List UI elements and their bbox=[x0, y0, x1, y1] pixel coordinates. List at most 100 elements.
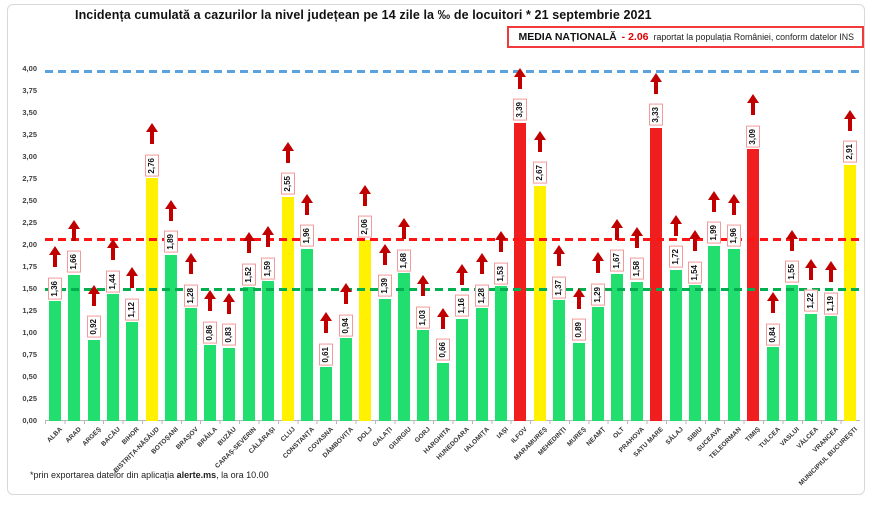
trend-up-arrow-icon bbox=[320, 312, 333, 334]
bar-boto-ani bbox=[165, 254, 178, 421]
bar-value-label: 1,55 bbox=[785, 261, 800, 283]
arrow-head bbox=[436, 307, 449, 317]
arrow-head bbox=[533, 131, 546, 141]
bar-value-label: 1,12 bbox=[125, 298, 140, 321]
bar-satu-mare bbox=[650, 127, 663, 421]
bar-vaslui bbox=[786, 284, 799, 421]
arrow-head bbox=[165, 199, 178, 209]
trend-up-arrow-icon bbox=[689, 230, 702, 252]
arrow-head bbox=[805, 258, 818, 268]
bar-neam- bbox=[592, 307, 605, 421]
bar-mure- bbox=[572, 342, 585, 421]
bar-value-label: 0,84 bbox=[765, 323, 780, 346]
x-axis-ticks bbox=[45, 421, 860, 424]
trend-up-arrow-icon bbox=[126, 267, 139, 289]
trend-up-arrow-icon bbox=[786, 229, 799, 251]
arrow-stem bbox=[227, 301, 232, 314]
trend-up-arrow-icon bbox=[456, 263, 469, 285]
bar-s-laj bbox=[669, 269, 682, 421]
trend-up-arrow-icon bbox=[339, 283, 352, 305]
arrow-head bbox=[378, 243, 391, 253]
bar-olt bbox=[611, 274, 624, 421]
bar-value-label: 0,92 bbox=[86, 316, 101, 339]
bar-value-label: 1,28 bbox=[474, 284, 489, 307]
arrow-stem bbox=[537, 140, 542, 153]
bar-value-label: 2,67 bbox=[532, 162, 547, 185]
arrow-head bbox=[689, 230, 702, 240]
trend-up-arrow-icon bbox=[824, 261, 837, 283]
arrow-head bbox=[300, 193, 313, 203]
y-tick-label: 0,25 bbox=[22, 394, 37, 403]
arrow-head bbox=[397, 218, 410, 228]
bar-value-label: 1,59 bbox=[261, 257, 276, 280]
bar-giurgiu bbox=[397, 273, 410, 421]
arrow-stem bbox=[421, 284, 426, 297]
arrow-head bbox=[184, 253, 197, 263]
arrow-stem bbox=[401, 227, 406, 240]
bar-bac-u bbox=[106, 294, 119, 421]
arrow-stem bbox=[304, 202, 309, 215]
national-average-line bbox=[45, 238, 860, 242]
bar-value-label: 2,06 bbox=[358, 216, 373, 238]
bar-value-label: 1,36 bbox=[47, 277, 62, 300]
arrow-head bbox=[592, 252, 605, 262]
arrow-stem bbox=[654, 81, 659, 94]
arrow-head bbox=[572, 287, 585, 297]
bar-c-l-ra-i bbox=[262, 281, 275, 421]
trend-up-arrow-icon bbox=[48, 246, 61, 268]
trend-up-arrow-icon bbox=[417, 275, 430, 297]
bar-bra-ov bbox=[184, 308, 197, 421]
arrow-stem bbox=[52, 255, 57, 268]
trend-up-arrow-icon bbox=[572, 287, 585, 309]
trend-up-arrow-icon bbox=[68, 219, 81, 241]
y-tick-label: 2,75 bbox=[22, 174, 37, 183]
arrow-head bbox=[320, 312, 333, 322]
bar-br-ila bbox=[203, 345, 216, 421]
arrow-stem bbox=[169, 208, 174, 221]
arrow-head bbox=[708, 190, 721, 200]
arrow-stem bbox=[324, 321, 329, 334]
bar-cluj bbox=[281, 196, 294, 421]
trend-up-arrow-icon bbox=[630, 226, 643, 248]
arrow-stem bbox=[188, 262, 193, 275]
bar-covasna bbox=[320, 367, 333, 421]
bar-maramure- bbox=[533, 186, 546, 421]
arrow-head bbox=[824, 261, 837, 271]
arrow-head bbox=[727, 193, 740, 203]
trend-up-arrow-icon bbox=[611, 219, 624, 241]
y-tick-label: 0,00 bbox=[22, 416, 37, 425]
bar-dolj bbox=[359, 239, 372, 421]
plot-area: 1,36 ALBA 1,66 ARAD 0,92 ARGEȘ 1,44 BACĂU 1,12 BI… bbox=[45, 67, 860, 487]
arrow-head bbox=[630, 226, 643, 236]
arrow-head bbox=[456, 263, 469, 273]
bar-ilfov bbox=[514, 122, 527, 421]
trend-up-arrow-icon bbox=[242, 232, 255, 254]
arrow-head bbox=[145, 123, 158, 133]
national-average-value: - 2.06 bbox=[621, 31, 649, 43]
bar-value-label: 1,66 bbox=[67, 251, 82, 273]
bar-tulcea bbox=[766, 347, 779, 421]
arrow-stem bbox=[343, 292, 348, 305]
trend-up-arrow-icon bbox=[514, 67, 527, 89]
arrow-stem bbox=[828, 270, 833, 283]
bar-arad bbox=[68, 274, 81, 421]
y-tick-label: 1,00 bbox=[22, 328, 37, 337]
trend-up-arrow-icon bbox=[87, 285, 100, 307]
arrow-head bbox=[359, 184, 372, 194]
arrow-stem bbox=[731, 202, 736, 215]
trend-up-arrow-icon bbox=[475, 253, 488, 275]
trend-up-arrow-icon bbox=[106, 239, 119, 261]
arrow-stem bbox=[72, 228, 77, 241]
x-axis-line bbox=[45, 420, 860, 421]
arrow-stem bbox=[246, 241, 251, 254]
bar-value-label: 1,52 bbox=[241, 263, 256, 286]
bar-sibiu bbox=[689, 285, 702, 421]
arrow-stem bbox=[693, 239, 698, 252]
trend-up-arrow-icon bbox=[184, 253, 197, 275]
bar-value-label: 0,89 bbox=[571, 319, 586, 341]
bar-value-label: 1,96 bbox=[299, 224, 314, 247]
bar-value-label: 1,39 bbox=[377, 275, 392, 297]
bar-value-label: 0,83 bbox=[222, 324, 237, 346]
arrow-stem bbox=[207, 299, 212, 312]
